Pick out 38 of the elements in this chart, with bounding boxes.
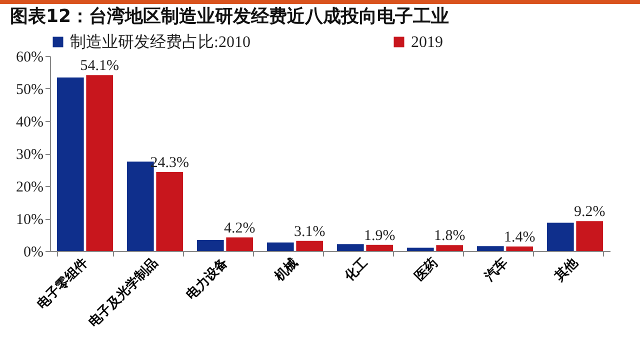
x-tick-label: 医药	[411, 254, 442, 285]
bar	[366, 244, 393, 251]
y-tick-label: 10%	[16, 212, 44, 228]
bar	[267, 242, 294, 251]
bar	[226, 237, 253, 251]
bar	[156, 172, 183, 251]
bar	[407, 248, 434, 251]
x-tick-label: 汽车	[480, 254, 512, 286]
bar	[506, 246, 533, 251]
data-label: 1.8%	[434, 228, 466, 244]
bar	[547, 222, 574, 251]
y-tick-label: 50%	[16, 82, 44, 98]
bar	[477, 246, 504, 251]
data-label: 3.1%	[294, 224, 326, 240]
x-tick-label: 机械	[271, 256, 302, 286]
y-tick-label: 40%	[16, 114, 44, 130]
bar	[86, 75, 113, 251]
data-label: 1.9%	[364, 228, 396, 244]
data-label: 1.4%	[504, 229, 536, 246]
y-tick-label: 30%	[16, 147, 44, 163]
x-tick-label: 其他	[551, 254, 582, 286]
data-label: 54.1%	[80, 58, 119, 74]
data-label: 24.3%	[150, 155, 189, 172]
x-tick-label: 化工	[341, 256, 372, 286]
legend-label: 制造业研发经费占比:2010	[70, 33, 250, 51]
bar	[197, 240, 224, 251]
y-tick-label: 60%	[16, 50, 44, 66]
x-tick-label: 电力设备	[184, 256, 232, 303]
chart-title: 图表12：台湾地区制造业研发经费近八成投向电子工业	[10, 6, 450, 27]
bar	[337, 244, 364, 251]
bar	[436, 245, 463, 251]
data-label: 4.2%	[224, 220, 256, 236]
y-tick-label: 20%	[16, 180, 44, 196]
data-label: 9.2%	[574, 204, 606, 220]
legend-label: 2019	[411, 34, 443, 51]
bar	[576, 221, 603, 251]
bar	[296, 240, 323, 251]
bar	[57, 77, 84, 251]
